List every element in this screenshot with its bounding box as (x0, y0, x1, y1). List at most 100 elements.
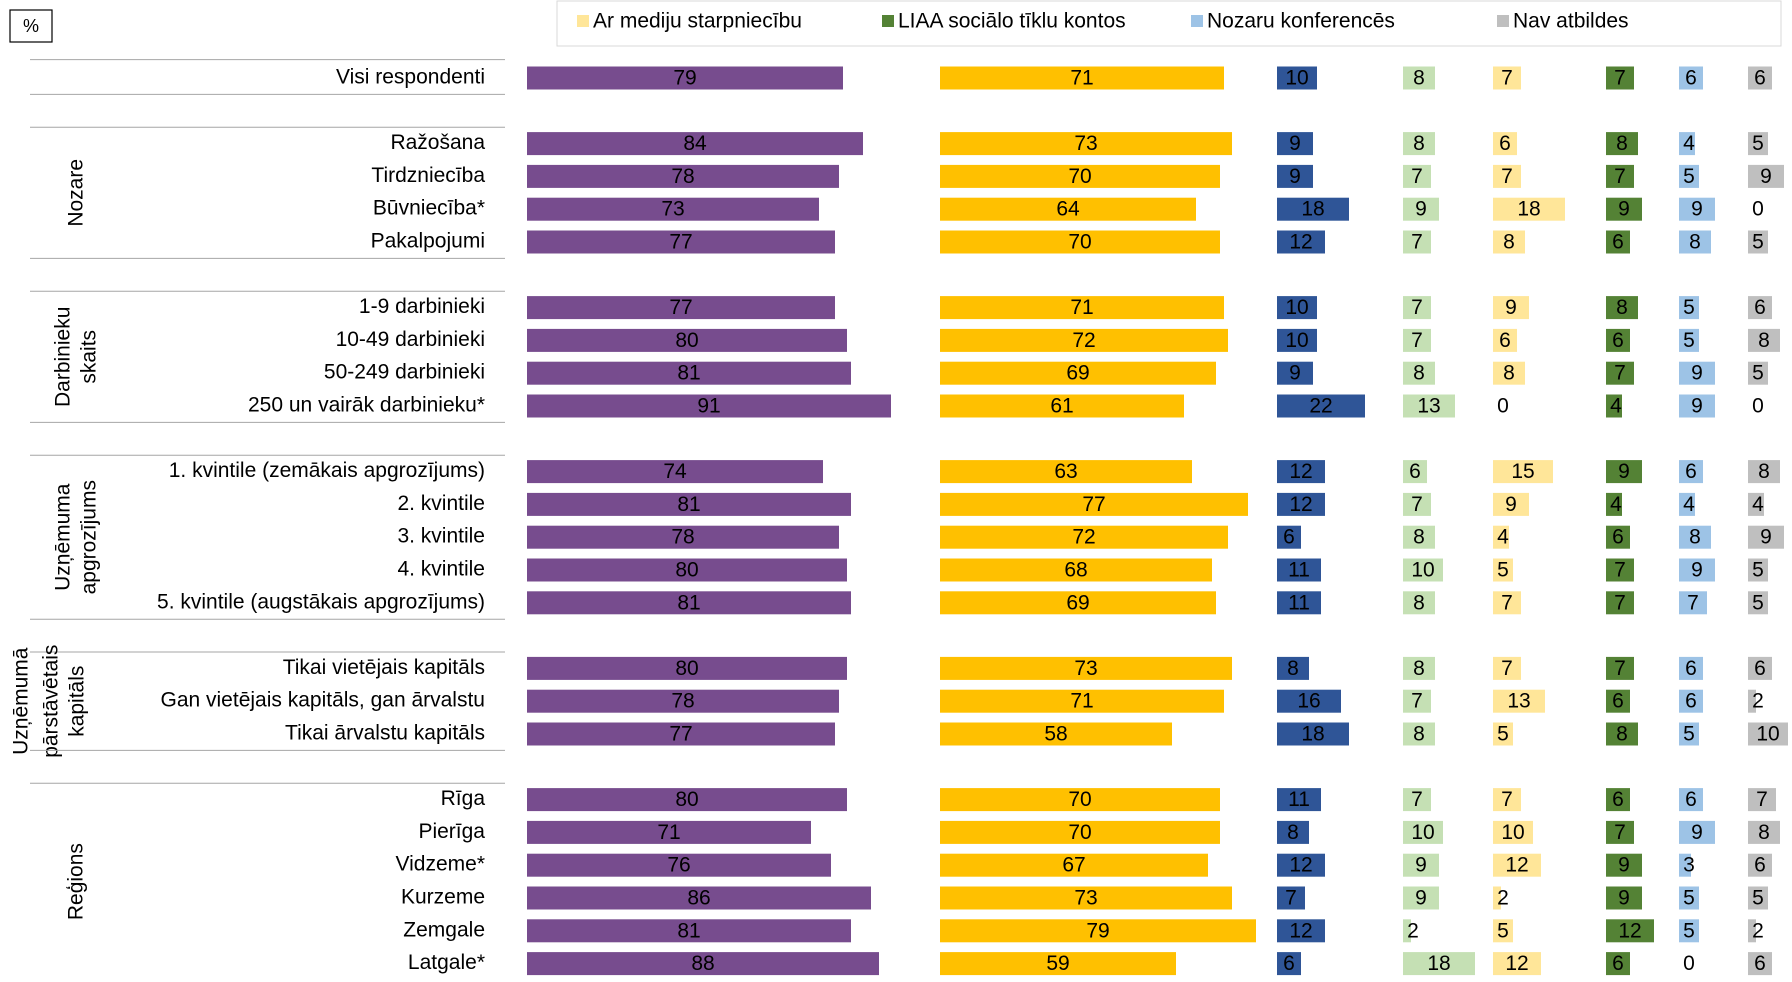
value-label: 6 (1612, 690, 1624, 713)
group-label: Darbinieku (52, 307, 75, 407)
bar (1679, 591, 1707, 615)
bar (940, 460, 1192, 484)
row-label: 250 un vairāk darbinieku* (248, 394, 485, 417)
value-label: 9 (1618, 854, 1630, 877)
bar (1679, 525, 1711, 549)
value-label: 64 (1056, 198, 1080, 221)
bar (1403, 919, 1411, 943)
value-label: 5 (1683, 165, 1695, 188)
value-label: 6 (1754, 657, 1766, 680)
bar (1403, 656, 1435, 680)
bar (527, 328, 847, 352)
row-label: 10-49 darbinieki (336, 328, 485, 351)
bar (527, 886, 871, 910)
bar (940, 492, 1248, 516)
bar (1748, 132, 1768, 156)
value-label: 7 (1411, 231, 1423, 254)
bar (940, 296, 1224, 320)
bar (527, 492, 851, 516)
bar (1493, 164, 1521, 188)
bar (1493, 820, 1533, 844)
value-label: 61 (1050, 395, 1073, 418)
bar (1277, 788, 1321, 812)
value-label: 10 (1756, 723, 1779, 746)
value-label: 12 (1505, 952, 1528, 975)
value-label: 6 (1685, 460, 1697, 483)
bar (1606, 591, 1634, 615)
bar (1277, 558, 1321, 582)
value-label: 6 (1283, 952, 1295, 975)
group-label: skaits (78, 330, 101, 384)
value-label: 3 (1683, 854, 1695, 877)
bar (1403, 853, 1439, 877)
bar (1403, 952, 1475, 976)
bar (1679, 919, 1699, 943)
bar (527, 689, 839, 713)
value-label: 7 (1614, 165, 1626, 188)
bar (1277, 197, 1349, 221)
bar (1679, 164, 1699, 188)
bar (940, 820, 1220, 844)
row-label: Kurzeme (401, 886, 485, 909)
bar (940, 952, 1176, 976)
value-label: 10 (1501, 821, 1524, 844)
bar (1679, 853, 1691, 877)
row-label: 1-9 darbinieki (359, 295, 485, 318)
value-label: 81 (677, 919, 700, 942)
group-label: Uzņēmumā (10, 647, 33, 755)
value-label: 2 (1752, 919, 1764, 942)
bar (1679, 361, 1715, 385)
bar (1679, 296, 1699, 320)
row-label: Pakalpojumi (371, 230, 485, 253)
legend-label: Nav atbildes (1513, 10, 1629, 33)
bar (527, 66, 843, 90)
bar (1493, 656, 1521, 680)
value-label: 8 (1413, 591, 1425, 614)
value-label: 9 (1505, 493, 1517, 516)
bar (1606, 164, 1634, 188)
value-label: 8 (1503, 231, 1515, 254)
bar (1606, 722, 1638, 746)
row-label: Gan vietējais kapitāls, gan ārvalstu (160, 689, 485, 712)
value-label: 9 (1505, 296, 1517, 319)
value-label: 91 (697, 395, 720, 418)
value-label: 11 (1288, 559, 1310, 582)
value-label: 12 (1289, 854, 1312, 877)
value-label: 8 (1503, 362, 1515, 385)
value-label: 9 (1415, 887, 1427, 910)
bar (1277, 394, 1365, 418)
value-label: 7 (1501, 657, 1513, 680)
bar (1493, 197, 1565, 221)
value-label: 16 (1297, 690, 1320, 713)
bar (1493, 886, 1501, 910)
bar (1277, 66, 1317, 90)
bar (1679, 886, 1699, 910)
value-label: 7 (1501, 67, 1513, 90)
bar (940, 66, 1224, 90)
value-label: 81 (677, 591, 700, 614)
value-label: 7 (1501, 788, 1513, 811)
value-label: 77 (669, 231, 692, 254)
value-label: 6 (1754, 296, 1766, 319)
value-label: 70 (1068, 231, 1091, 254)
bar (1606, 197, 1642, 221)
value-label: 80 (675, 657, 698, 680)
group-label: kapitāls (66, 666, 89, 737)
row-label: 50-249 darbinieki (324, 361, 485, 384)
value-label: 8 (1287, 657, 1299, 680)
row-label: Vidzeme* (396, 853, 486, 876)
value-label: 6 (1685, 690, 1697, 713)
bar (1679, 230, 1711, 254)
bar (1493, 952, 1541, 976)
bar (527, 820, 811, 844)
bar (1679, 820, 1715, 844)
value-label: 7 (1614, 591, 1626, 614)
value-label: 6 (1685, 67, 1697, 90)
bar (1606, 919, 1654, 943)
bar (940, 591, 1216, 615)
bar (1493, 722, 1513, 746)
bar (1606, 788, 1630, 812)
bar (1403, 722, 1435, 746)
value-label: 79 (673, 67, 696, 90)
